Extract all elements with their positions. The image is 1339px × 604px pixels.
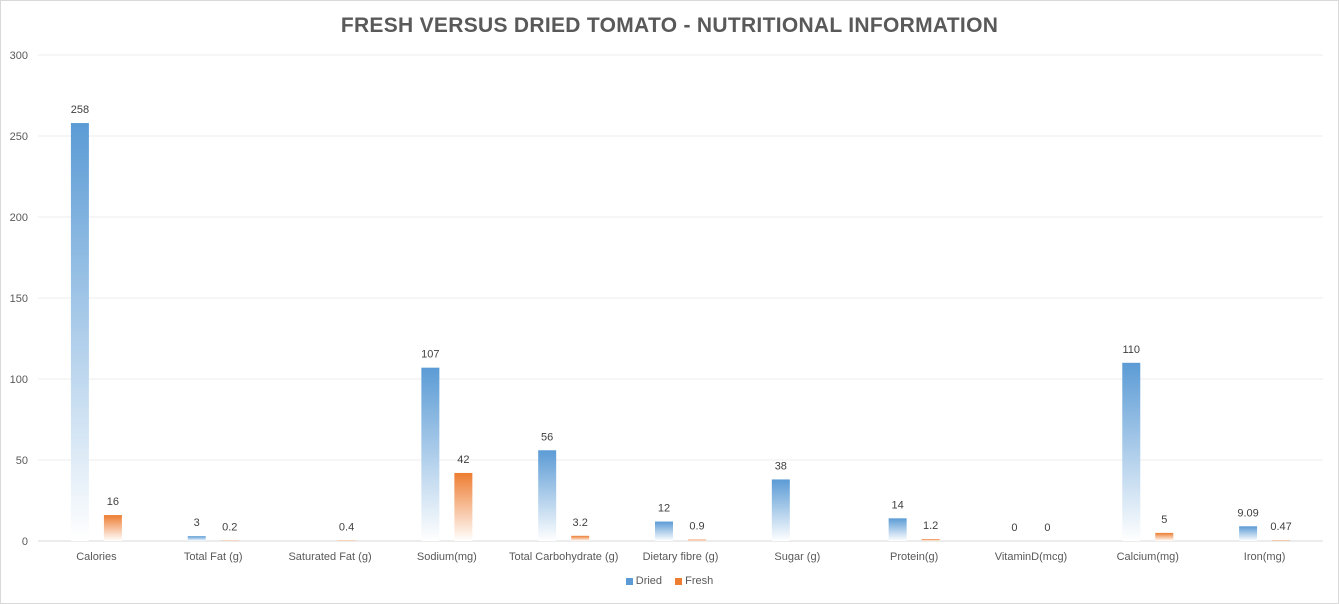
data-label: 0 [1011, 522, 1017, 534]
legend-swatch-dried [625, 577, 633, 585]
x-tick-label: Iron(mg) [1244, 551, 1286, 563]
data-label: 0 [1044, 522, 1050, 534]
x-tick-label: Calcium(mg) [1117, 551, 1179, 563]
data-label: 0.47 [1270, 521, 1291, 533]
bar-fresh [688, 539, 706, 541]
data-label: 12 [658, 503, 670, 515]
data-label: 107 [421, 349, 439, 361]
y-tick-label: 50 [16, 455, 28, 467]
data-label: 16 [107, 496, 119, 508]
x-tick-label: Total Carbohydrate (g) [509, 551, 618, 563]
data-label: 14 [892, 499, 904, 511]
bar-dried [538, 450, 557, 541]
legend-label-fresh: Fresh [685, 575, 714, 587]
bar-fresh [571, 535, 590, 541]
bar-dried [70, 123, 89, 541]
x-tick-label: Calories [76, 551, 117, 563]
bar-fresh [921, 539, 940, 541]
bar-dried [421, 367, 440, 541]
y-tick-label: 0 [22, 536, 28, 548]
legend-item-dried: Dried [625, 575, 663, 587]
data-label: 0.9 [689, 521, 704, 533]
data-label: 56 [541, 431, 553, 443]
bar-dried [655, 521, 673, 541]
bar-fresh [1272, 540, 1291, 541]
data-label: 3.2 [573, 517, 588, 529]
y-tick-label: 200 [10, 212, 28, 224]
x-tick-label: Total Fat (g) [184, 551, 243, 563]
data-label: 0.4 [339, 521, 354, 533]
x-tick-label: Protein(g) [890, 551, 938, 563]
data-label: 9.09 [1237, 507, 1258, 519]
legend-swatch-fresh [675, 577, 683, 585]
data-label: 258 [71, 104, 89, 116]
bar-dried [1122, 362, 1141, 541]
x-tick-label: VitaminD(mcg) [995, 551, 1068, 563]
x-tick-label: Sugar (g) [774, 551, 820, 563]
x-tick-label: Sodium(mg) [417, 551, 477, 563]
legend-label-dried: Dried [635, 575, 663, 587]
bar-fresh [1155, 532, 1174, 541]
data-label: 0.2 [222, 522, 237, 534]
bar-fresh [337, 540, 356, 541]
y-tick-label: 100 [10, 374, 28, 386]
data-label: 5 [1161, 514, 1167, 526]
data-label: 1.2 [923, 520, 938, 532]
legend: Dried Fresh [0, 575, 1339, 587]
data-label: 42 [457, 454, 469, 466]
data-label: 38 [775, 460, 787, 472]
bar-dried [771, 479, 790, 541]
x-tick-label: Dietary fibre (g) [643, 551, 719, 563]
bar-dried [1239, 526, 1258, 541]
chart-title: FRESH VERSUS DRIED TOMATO - NUTRITIONAL … [340, 14, 999, 37]
bar-dried [888, 518, 907, 541]
x-tick-label: Saturated Fat (g) [288, 551, 371, 563]
y-tick-label: 300 [10, 50, 28, 62]
y-tick-label: 150 [10, 293, 28, 305]
bar-fresh [103, 515, 122, 541]
bar-dried [187, 536, 206, 541]
data-label: 3 [194, 517, 200, 529]
bar-fresh [454, 472, 473, 541]
legend-item-fresh: Fresh [675, 575, 713, 587]
data-label: 110 [1122, 344, 1140, 356]
y-tick-label: 250 [10, 131, 28, 143]
